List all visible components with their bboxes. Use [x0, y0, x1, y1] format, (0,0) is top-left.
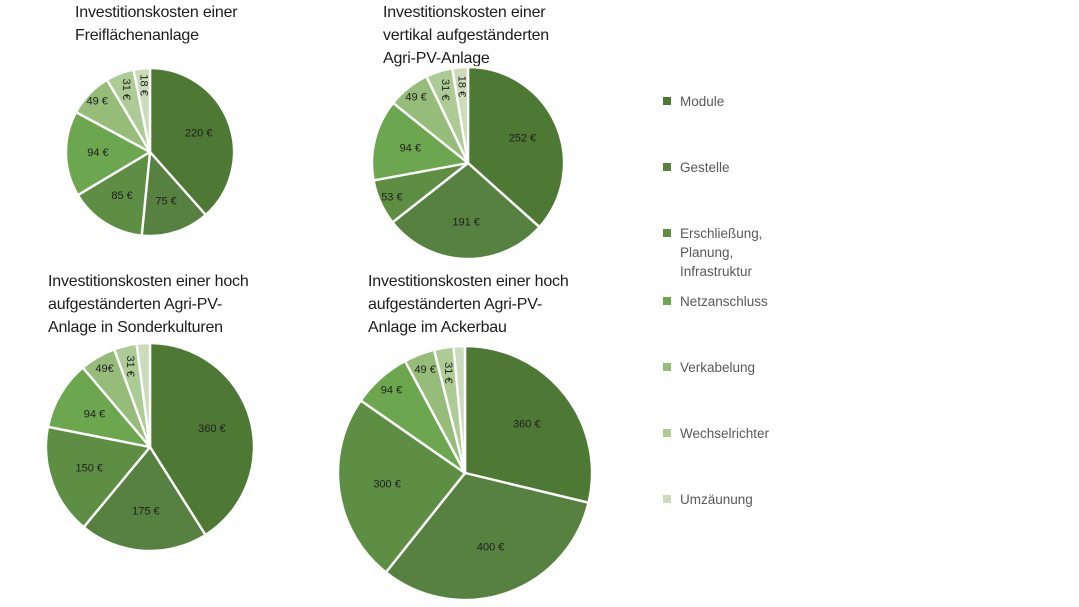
pie-slice-umzaeunung [451, 65, 470, 165]
pie-slice-erschliessung [76, 150, 152, 237]
slice-value-label: 191 € [452, 216, 480, 228]
legend-item-label: Gestelle [680, 160, 730, 175]
legend-swatch-icon [663, 495, 671, 503]
pie-slice-netzanschluss [370, 101, 470, 182]
pie-slice-gestelle [82, 445, 207, 553]
slice-value-label: 18 € [456, 76, 468, 97]
pie: 220 € 75 € 85 € 94 € 49 € 31 € 18 € [64, 66, 236, 238]
slice-value-label: 94 € [400, 142, 421, 154]
chart-title: Investitionskosten einer hoch aufgestände… [368, 270, 569, 339]
legend-item-erschliessung: Erschließung, Planung, Infrastruktur [663, 224, 763, 281]
slice-value-label: 360 € [513, 418, 541, 430]
chart-title-line: Investitionskosten einer hoch [368, 273, 569, 290]
pie-slice-module [463, 344, 594, 504]
pie-slice-erschliessung [44, 425, 152, 529]
chart-title: Investitionskosten einer vertikal aufgest… [383, 1, 549, 70]
pie-slice-netzanschluss [64, 110, 152, 197]
pie-slice-gestelle [391, 161, 541, 261]
legend-item-label: Module [680, 94, 725, 109]
pie-slice-module [466, 65, 566, 229]
chart-title: Investitionskosten einer Freiflächenanlag… [75, 1, 238, 47]
pie-slice-erschliessung [336, 399, 467, 574]
slice-value-label: 53 € [381, 191, 402, 203]
chart-title-line: Agri-PV-Anlage [383, 50, 490, 67]
legend-swatch-icon [663, 297, 671, 305]
pie-slice-netzanschluss [46, 366, 152, 449]
chart-title-line: Anlage im Ackerbau [368, 319, 507, 336]
legend-swatch-icon [663, 429, 671, 437]
slice-value-label: 31 € [439, 79, 451, 100]
pie: 252 € 191 € 53 € 94 € 49 € 31 € 18 € [370, 65, 566, 261]
legend-swatch-icon [663, 97, 671, 105]
slice-value-label: 49 € [405, 92, 426, 104]
legend-item-netzanschluss: Netzanschluss [663, 292, 768, 311]
pie-slice-umzaeunung [132, 66, 152, 154]
slice-value-label: 18 € [137, 74, 149, 95]
chart-title-line: Anlage in Sonderkulturen [48, 319, 223, 336]
slice-value-label: 94 € [87, 147, 108, 159]
chart-title-line: Investitionskosten einer [75, 4, 238, 21]
legend-item-label: Erschließung, Planung, Infrastruktur [680, 226, 763, 279]
pie-slice-umzaeunung [135, 341, 152, 449]
pie: 360 € 175 € 150 € 94 € 49€ 31 € [44, 341, 256, 553]
pie-slice-gestelle [384, 471, 590, 602]
slice-value-label: 150 € [75, 463, 103, 475]
slice-value-label: 252 € [509, 133, 537, 145]
slice-value-label: 94 € [381, 384, 402, 396]
slice-value-label: 49 € [86, 95, 107, 107]
chart-title-line: Freiflächenanlage [75, 27, 199, 44]
chart-title: Investitionskosten einer hoch aufgestände… [48, 270, 249, 339]
slice-value-label: 220 € [185, 128, 213, 140]
pie-slice-umzaeunung [452, 344, 467, 475]
slice-value-label: 85 € [111, 190, 132, 202]
slice-value-label: 31 € [442, 362, 454, 383]
slice-value-label: 300 € [373, 478, 401, 490]
legend-swatch-icon [663, 163, 671, 171]
legend-item-wechselrichter: Wechselrichter [663, 424, 769, 443]
legend-item-label: Verkabelung [680, 360, 756, 375]
slice-value-label: 94 € [84, 408, 105, 420]
slice-value-label: 49 € [414, 364, 435, 376]
slice-value-label: 75 € [155, 196, 176, 208]
legend-item-label: Umzäunung [680, 492, 753, 507]
slice-value-label: 175 € [132, 505, 160, 517]
legend-item-gestelle: Gestelle [663, 158, 730, 177]
pie-slice-module [148, 66, 236, 217]
legend-item-module: Module [663, 92, 724, 111]
slice-value-label: 31 € [120, 79, 132, 100]
slice-value-label: 360 € [198, 423, 226, 435]
legend-item-verkabelung: Verkabelung [663, 358, 755, 377]
legend-swatch-icon [663, 229, 671, 237]
pie: 360 € 400 € 300 € 94 € 49 € 31 € [336, 344, 594, 602]
chart-title-line: Investitionskosten einer hoch [48, 273, 249, 290]
slice-value-label: 400 € [477, 541, 505, 553]
pie-slice-gestelle [140, 150, 207, 238]
legend-item-umzaeunung: Umzäunung [663, 490, 753, 509]
legend-item-label: Wechselrichter [680, 426, 770, 441]
legend-item-label: Netzanschluss [680, 294, 768, 309]
chart-title-line: vertikal aufgeständerten [383, 27, 549, 44]
chart-title-line: aufgeständerten Agri-PV- [48, 296, 222, 313]
slice-value-label: 49€ [95, 363, 113, 375]
chart-title-line: aufgeständerten Agri-PV- [368, 296, 542, 313]
legend-swatch-icon [663, 363, 671, 371]
chart-title-line: Investitionskosten einer [383, 4, 546, 21]
slice-value-label: 31 € [124, 355, 136, 376]
